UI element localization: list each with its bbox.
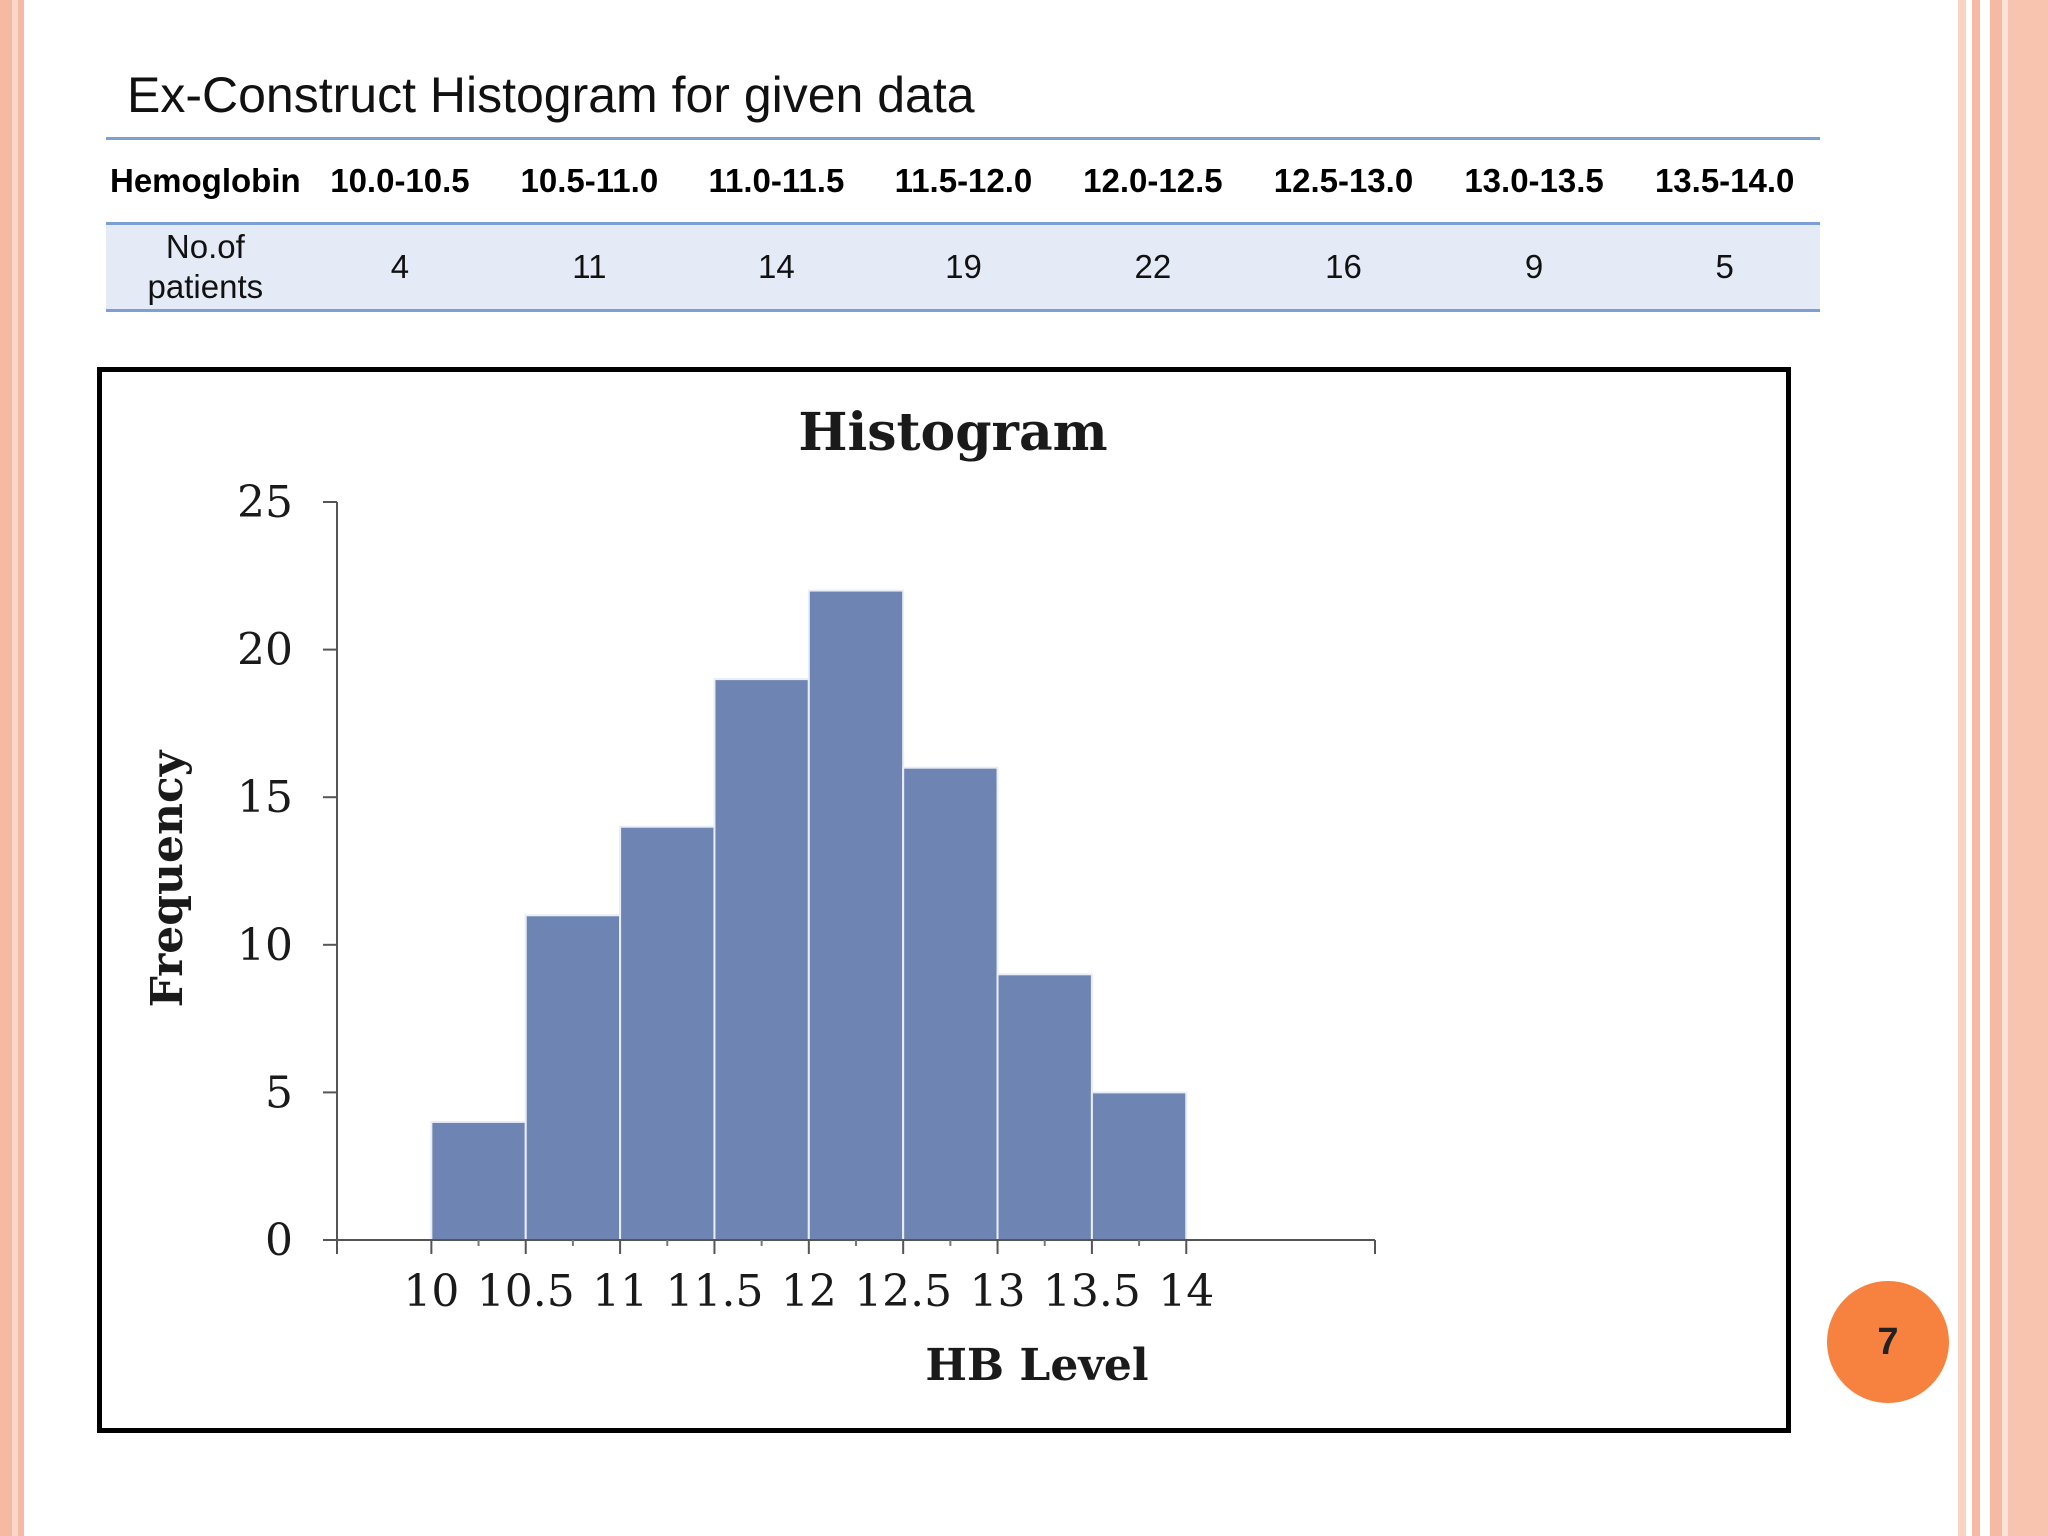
- left-border-stripe: [0, 0, 24, 1536]
- table-cell: 5: [1629, 223, 1820, 312]
- data-table: Hemoglobin 10.0-10.5 10.5-11.0 11.0-11.5…: [106, 137, 1820, 312]
- table-column-header: 10.0-10.5: [304, 137, 496, 225]
- table-cell: 16: [1248, 223, 1439, 312]
- x-tick-label: 11.5: [665, 1266, 763, 1317]
- x-tick-label: 14: [1158, 1266, 1214, 1317]
- y-tick-label: 25: [237, 477, 293, 528]
- patients-row-header: No.of patients: [106, 223, 305, 312]
- table-cell: 9: [1438, 223, 1630, 312]
- y-tick-label: 10: [237, 920, 293, 971]
- histogram-bar: [430, 1120, 527, 1241]
- table-cell: 11: [495, 223, 684, 312]
- x-axis-label: HB Level: [925, 1340, 1148, 1391]
- table-column-header: 11.5-12.0: [869, 137, 1058, 225]
- page-number-badge: 7: [1827, 1281, 1949, 1403]
- y-tick-label: 20: [237, 625, 293, 676]
- table-column-header: 13.5-14.0: [1629, 137, 1820, 225]
- y-axis-label: Frequency: [142, 749, 193, 1007]
- x-tick-label: 10.5: [477, 1266, 575, 1317]
- table-column-header: 12.5-13.0: [1248, 137, 1439, 225]
- histogram-bar: [524, 914, 622, 1242]
- x-tick-label: 11: [592, 1266, 648, 1317]
- hemoglobin-header: Hemoglobin: [106, 137, 305, 225]
- table-column-header: 10.5-11.0: [495, 137, 684, 225]
- right-border-stripes: [1958, 0, 2048, 1536]
- x-tick-label: 10: [403, 1266, 459, 1317]
- x-tick-label: 12.5: [854, 1266, 952, 1317]
- histogram-bar: [1090, 1091, 1188, 1242]
- histogram-bar: [996, 973, 1093, 1241]
- chart-title: Histogram: [798, 402, 1107, 463]
- table-cell: 4: [304, 223, 496, 312]
- histogram-bar: [713, 678, 810, 1241]
- x-tick-label: 12: [781, 1266, 837, 1317]
- x-tick-label: 13: [970, 1266, 1026, 1317]
- table-cell: 14: [683, 223, 870, 312]
- y-tick-label: 15: [237, 772, 293, 823]
- histogram-bar: [807, 589, 905, 1241]
- table-cell: 19: [869, 223, 1058, 312]
- x-tick-label: 13.5: [1043, 1266, 1141, 1317]
- histogram-bar: [619, 825, 716, 1241]
- table-cell: 22: [1057, 223, 1249, 312]
- histogram-bar: [902, 766, 999, 1241]
- table-column-header: 11.0-11.5: [683, 137, 870, 225]
- y-tick-label: 0: [265, 1215, 293, 1266]
- histogram-chart: Histogram HB Level Frequency 0 5 10 15 20 25 1…: [142, 402, 1376, 1391]
- table-column-header: 12.0-12.5: [1057, 137, 1249, 225]
- slide-title: Ex-Construct Histogram for given data: [127, 67, 975, 123]
- y-tick-label: 5: [265, 1067, 293, 1118]
- histogram-chart-frame: Histogram HB Level Frequency 0 5 10 15 20 25 1…: [97, 367, 1791, 1433]
- table-header-row: Hemoglobin 10.0-10.5 10.5-11.0 11.0-11.5…: [106, 137, 1820, 225]
- table-row: No.of patients 4 11 14 19 22 16 9 5: [106, 223, 1820, 312]
- table-column-header: 13.0-13.5: [1438, 137, 1630, 225]
